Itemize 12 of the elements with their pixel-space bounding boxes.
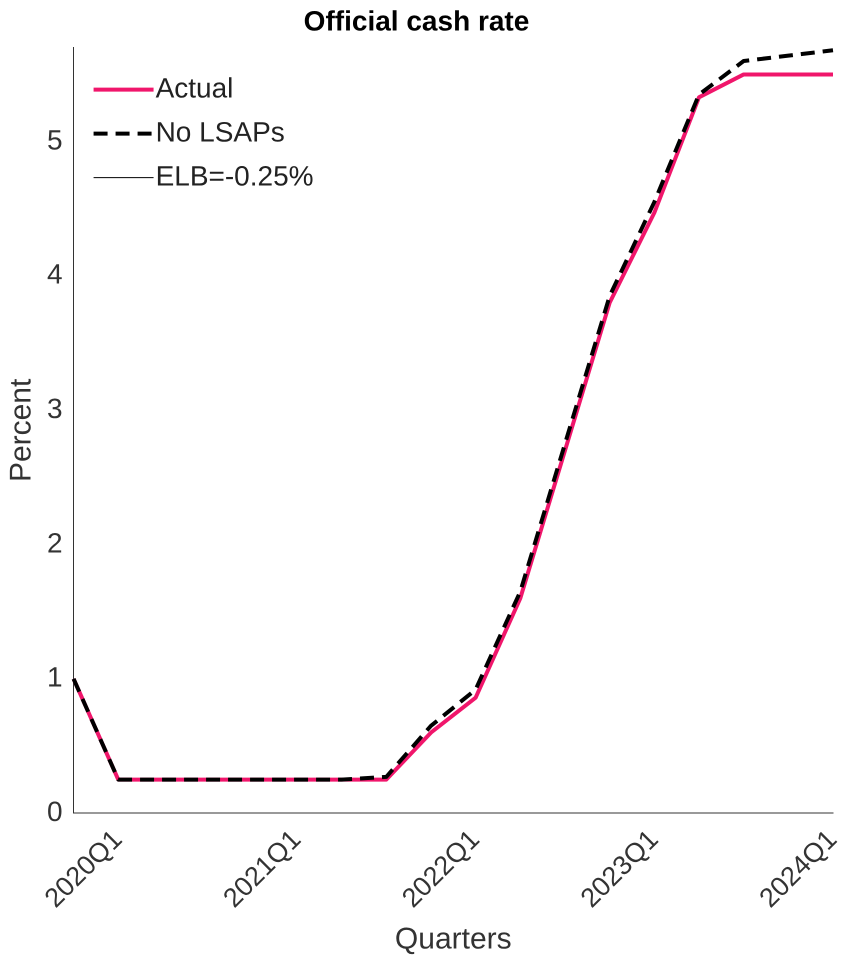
- y-tick-label: 2: [46, 527, 63, 558]
- chart-title: Official cash rate: [304, 6, 530, 37]
- legend-label: No LSAPs: [156, 116, 285, 148]
- y-tick-label: 4: [46, 258, 63, 290]
- y-axis-title: Percent: [4, 378, 38, 482]
- legend-label: Actual: [156, 72, 234, 104]
- y-tick-label: 3: [46, 392, 63, 424]
- x-axis-title: Quarters: [394, 922, 512, 956]
- legend-label: ELB=-0.25%: [156, 160, 314, 192]
- y-tick-label: 1: [46, 662, 63, 693]
- y-tick-label: 0: [46, 796, 63, 827]
- y-tick-label: 5: [46, 124, 63, 156]
